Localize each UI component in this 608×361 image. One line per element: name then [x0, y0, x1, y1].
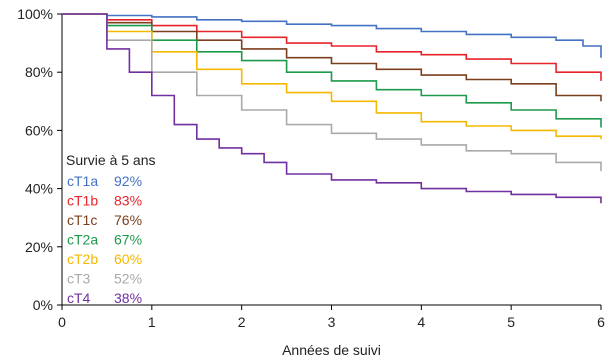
x-tick-label: 4 — [417, 314, 425, 330]
legend: Survie à 5 ans cT1a 92% cT1b 83% cT1c 76% cT2a… — [66, 152, 156, 306]
x-tick-label: 5 — [507, 314, 515, 330]
legend-title: Survie à 5 ans — [66, 152, 156, 168]
legend-label-ct1a: cT1a — [67, 173, 98, 189]
x-tick-label: 1 — [148, 314, 156, 330]
x-tick-label: 2 — [238, 314, 246, 330]
y-tick-label: 0% — [33, 297, 53, 313]
legend-value-ct1b: 83% — [114, 193, 142, 209]
y-axis: 0% 20% 40% 60% 80% 100% — [17, 6, 63, 313]
y-tick-label: 40% — [25, 181, 53, 197]
legend-value-ct1c: 76% — [114, 212, 142, 228]
legend-label-ct2a: cT2a — [67, 232, 98, 248]
legend-value-ct3: 52% — [114, 271, 142, 287]
legend-value-ct1a: 92% — [114, 173, 142, 189]
y-tick-label: 60% — [25, 122, 53, 138]
y-tick-label: 20% — [25, 239, 53, 255]
legend-label-ct1b: cT1b — [67, 193, 98, 209]
series-line-ct1c — [62, 13, 602, 102]
legend-label-ct4: cT4 — [67, 290, 91, 306]
series-lines — [62, 13, 602, 204]
x-tick-label: 6 — [597, 314, 605, 330]
legend-label-ct3: cT3 — [67, 271, 91, 287]
y-tick-label: 80% — [25, 64, 53, 80]
legend-label-ct1c: cT1c — [67, 212, 97, 228]
x-tick-label: 0 — [58, 314, 66, 330]
series-line-ct4 — [62, 13, 602, 204]
legend-label-ct2b: cT2b — [67, 251, 98, 267]
x-tick-label: 3 — [328, 314, 336, 330]
legend-value-ct4: 38% — [114, 290, 142, 306]
y-tick-label: 100% — [17, 6, 53, 22]
series-line-ct1a — [62, 13, 602, 58]
x-axis: 0 1 2 3 4 5 6 Années de suivi — [58, 304, 605, 358]
legend-value-ct2a: 67% — [114, 232, 142, 248]
x-axis-title: Années de suivi — [282, 342, 381, 358]
legend-value-ct2b: 60% — [114, 251, 142, 267]
